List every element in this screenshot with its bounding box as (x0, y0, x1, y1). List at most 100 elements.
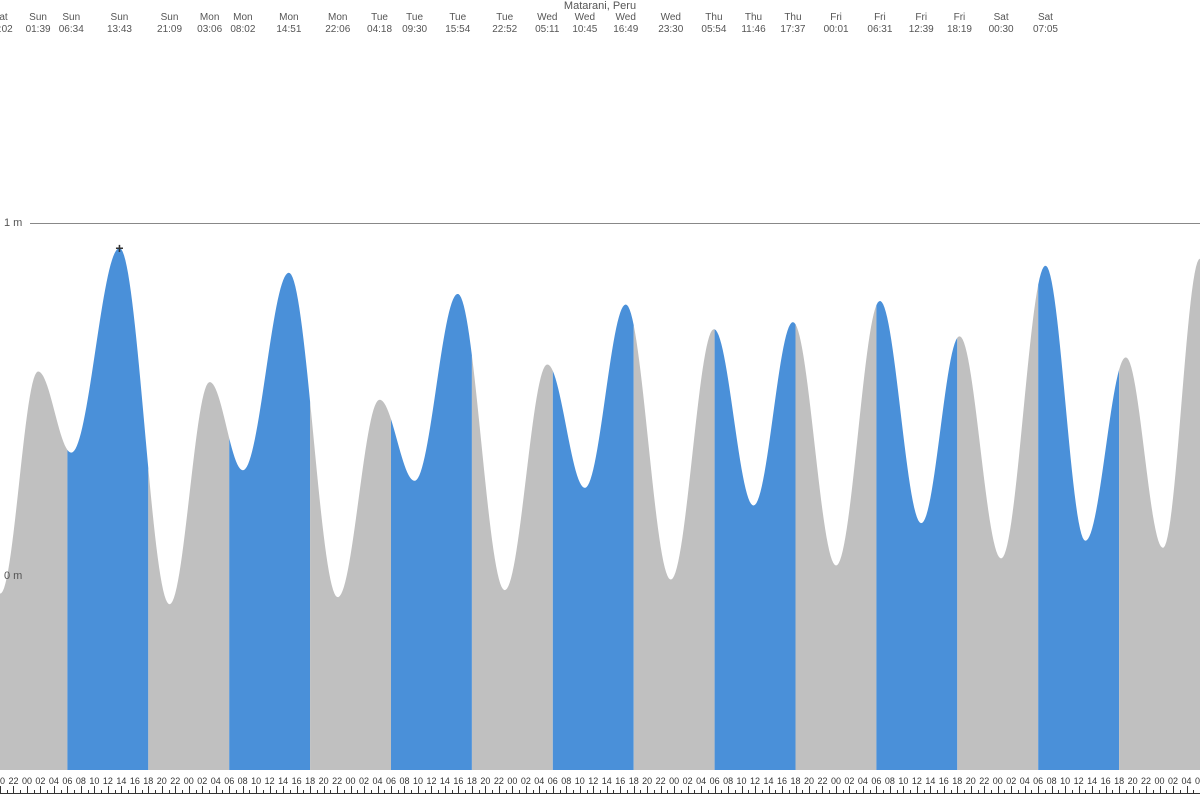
x-tick-major (445, 786, 446, 794)
x-tick-label: 18 (952, 776, 962, 786)
x-tick-major (1011, 786, 1012, 794)
x-tick-label: 00 (831, 776, 841, 786)
x-tick-major (512, 786, 513, 794)
x-tick-label: 04 (1182, 776, 1192, 786)
x-tick-label: 10 (251, 776, 261, 786)
x-tick-minor (802, 790, 803, 794)
tide-chart: Matarani, Peru 0 m1 m Sat20:02Sun01:39Su… (0, 0, 1200, 800)
x-tick-minor (47, 790, 48, 794)
x-tick-label: 00 (346, 776, 356, 786)
x-tick-minor (964, 790, 965, 794)
x-tick-label: 20 (0, 776, 5, 786)
x-tick-major (701, 786, 702, 794)
x-tick-major (229, 786, 230, 794)
x-tick-major (364, 786, 365, 794)
x-tick-minor (546, 790, 547, 794)
x-tick-minor (897, 790, 898, 794)
x-tick-minor (789, 790, 790, 794)
x-tick-minor (384, 790, 385, 794)
x-tick-major (580, 786, 581, 794)
x-tick-major (930, 786, 931, 794)
x-tick-major (661, 786, 662, 794)
x-tick-minor (317, 790, 318, 794)
x-tick-major (283, 786, 284, 794)
x-tick-minor (128, 790, 129, 794)
x-tick-label: 22 (979, 776, 989, 786)
x-tick-major (499, 786, 500, 794)
x-tick-label: 12 (1074, 776, 1084, 786)
x-tick-minor (856, 790, 857, 794)
x-tick-minor (479, 790, 480, 794)
x-tick-major (175, 786, 176, 794)
x-tick-label: 18 (305, 776, 315, 786)
x-tick-minor (74, 790, 75, 794)
x-tick-minor (667, 790, 668, 794)
x-tick-label: 08 (561, 776, 571, 786)
x-tick-major (458, 786, 459, 794)
x-tick-major (162, 786, 163, 794)
x-tick-minor (1139, 790, 1140, 794)
x-tick-major (1173, 786, 1174, 794)
x-tick-major (54, 786, 55, 794)
x-tick-minor (411, 790, 412, 794)
x-tick-minor (829, 790, 830, 794)
x-tick-minor (344, 790, 345, 794)
x-tick-minor (910, 790, 911, 794)
x-axis: 2022000204060810121416182022000204060810… (0, 770, 1200, 800)
x-tick-label: 04 (49, 776, 59, 786)
x-tick-minor (924, 790, 925, 794)
x-tick-minor (1099, 790, 1100, 794)
x-tick-label: 00 (184, 776, 194, 786)
x-tick-minor (1085, 790, 1086, 794)
x-tick-label: 12 (912, 776, 922, 786)
x-tick-minor (169, 790, 170, 794)
x-tick-label: 18 (467, 776, 477, 786)
x-tick-minor (1018, 790, 1019, 794)
x-tick-label: 12 (588, 776, 598, 786)
tide-area-night (796, 305, 877, 770)
x-tick-major (297, 786, 298, 794)
x-tick-minor (694, 790, 695, 794)
x-tick-major (957, 786, 958, 794)
x-tick-label: 06 (871, 776, 881, 786)
x-tick-label: 16 (1101, 776, 1111, 786)
x-tick-minor (155, 790, 156, 794)
tide-area-day (391, 294, 472, 770)
x-tick-major (391, 786, 392, 794)
x-tick-major (256, 786, 257, 794)
x-tick-label: 20 (642, 776, 652, 786)
x-tick-minor (1166, 790, 1167, 794)
x-tick-label: 16 (939, 776, 949, 786)
x-tick-major (809, 786, 810, 794)
x-tick-minor (870, 790, 871, 794)
top-tick: Mon08:02 (218, 12, 268, 36)
x-tick-label: 10 (737, 776, 747, 786)
x-tick-major (566, 786, 567, 794)
x-tick-major (404, 786, 405, 794)
x-tick-minor (843, 790, 844, 794)
x-tick-minor (1072, 790, 1073, 794)
x-tick-major (378, 786, 379, 794)
x-tick-minor (263, 790, 264, 794)
x-tick-label: 22 (817, 776, 827, 786)
x-tick-minor (533, 790, 534, 794)
x-tick-major (782, 786, 783, 794)
x-tick-major (1119, 786, 1120, 794)
x-tick-major (243, 786, 244, 794)
x-tick-minor (101, 790, 102, 794)
x-tick-major (121, 786, 122, 794)
x-tick-label: 02 (683, 776, 693, 786)
tide-area-day (715, 322, 796, 770)
x-tick-minor (708, 790, 709, 794)
x-tick-label: 06 (224, 776, 234, 786)
top-tick: Sat07:05 (1020, 12, 1070, 36)
x-tick-minor (492, 790, 493, 794)
x-tick-label: 00 (22, 776, 32, 786)
x-tick-label: 16 (615, 776, 625, 786)
x-tick-minor (1004, 790, 1005, 794)
x-tick-minor (654, 790, 655, 794)
x-tick-major (553, 786, 554, 794)
x-tick-major (876, 786, 877, 794)
tide-area-day (876, 301, 957, 770)
x-tick-minor (762, 790, 763, 794)
